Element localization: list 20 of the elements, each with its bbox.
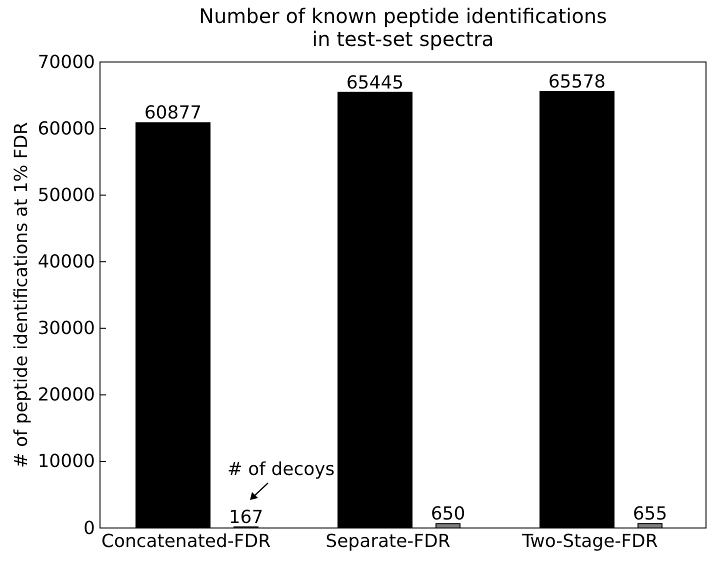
- y-tick-label: 10000: [38, 451, 95, 472]
- annotation: # of decoys: [227, 459, 335, 480]
- y-tick-label: 60000: [38, 118, 95, 140]
- chart-title: Number of known peptide identifications in test-set spectra: [199, 4, 607, 51]
- y-axis-title: # of peptide identifications at 1% FDR: [11, 122, 32, 468]
- data-label: 655: [632, 504, 668, 525]
- y-tick-label: 0: [84, 518, 95, 539]
- y-tick-label: 70000: [38, 52, 95, 73]
- data-label: 167: [228, 506, 264, 528]
- x-tick-label: Separate-FDR: [326, 530, 450, 552]
- y-tick-label: 50000: [38, 184, 95, 206]
- x-tick-label: Two-Stage-FDR: [521, 530, 658, 552]
- y-tick-label: 40000: [38, 251, 95, 272]
- data-label: 650: [430, 504, 466, 525]
- data-label: 65445: [346, 72, 404, 94]
- y-tick-label: 20000: [38, 384, 95, 406]
- data-label: 65578: [548, 71, 606, 92]
- x-tick-label: Concatenated-FDR: [101, 530, 271, 552]
- y-tick-label: 30000: [38, 318, 95, 340]
- data-label: 60877: [144, 102, 202, 124]
